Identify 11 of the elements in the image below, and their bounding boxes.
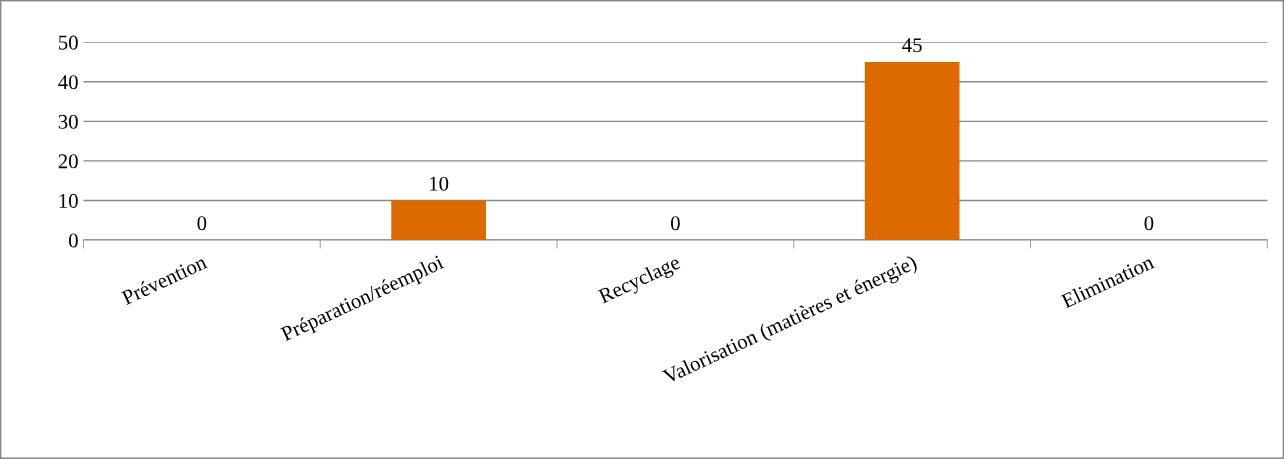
- data-label: 0: [197, 216, 207, 231]
- data-label: 45: [902, 38, 922, 53]
- data-label: 0: [670, 216, 680, 231]
- y-tick-label: 10: [59, 193, 78, 208]
- y-tick-label: 30: [58, 114, 78, 129]
- y-tick-label: 40: [58, 75, 78, 90]
- y-tick-label: 50: [58, 35, 78, 50]
- data-label: 10: [430, 176, 449, 191]
- data-label: 0: [1144, 216, 1154, 231]
- y-tick-label: 0: [68, 233, 78, 248]
- y-tick-label: 20: [58, 154, 78, 169]
